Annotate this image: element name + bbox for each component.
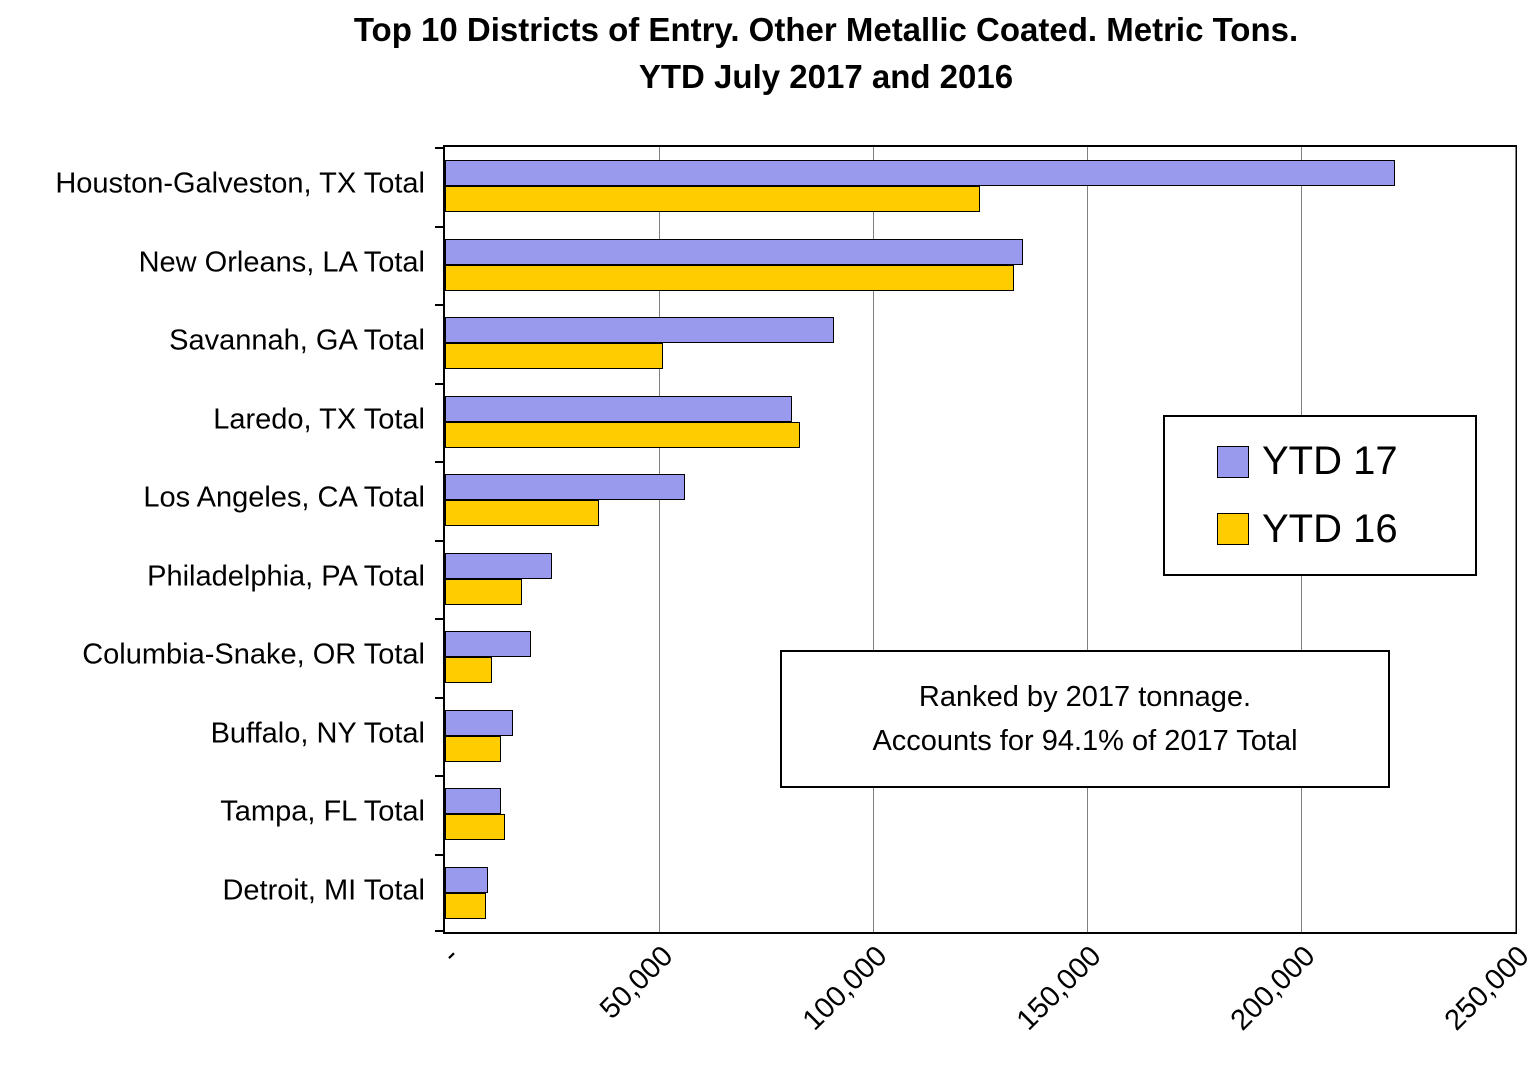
bar-ytd-16-row-9 — [445, 814, 505, 841]
bar-ytd-16-row-7 — [445, 657, 492, 684]
y-axis-tickmark — [435, 930, 445, 932]
chart-title-line1: Top 10 Districts of Entry. Other Metalli… — [353, 11, 1299, 48]
category-label: Los Angeles, CA Total — [143, 481, 425, 514]
y-axis-tickmark — [435, 304, 445, 306]
legend-entry-ytd-17: YTD 17 — [1217, 439, 1475, 484]
chart-title-line2: YTD July 2017 and 2016 — [638, 58, 1014, 95]
category-label: Tampa, FL Total — [220, 795, 425, 828]
category-label: New Orleans, LA Total — [138, 246, 425, 279]
gridline — [659, 147, 660, 932]
category-label: Philadelphia, PA Total — [147, 560, 425, 593]
y-axis-tickmark — [435, 696, 445, 699]
y-axis-tickmark — [435, 775, 445, 777]
bar-ytd-17-row-8 — [445, 709, 513, 736]
x-tick-label-text: 100,000 — [796, 940, 894, 1037]
y-axis-tickmark — [435, 539, 445, 542]
legend-swatch-ytd-16 — [1217, 513, 1249, 546]
category-label: Savannah, GA Total — [169, 324, 425, 357]
gridline — [1087, 147, 1088, 932]
bar-ytd-17-row-5 — [445, 474, 685, 501]
bar-ytd-16-row-4 — [445, 421, 800, 448]
annotation-box: Ranked by 2017 tonnage. Accounts for 94.… — [780, 650, 1390, 788]
category-axis-labels: Houston-Galveston, TX Total New Orleans, … — [0, 145, 433, 930]
annotation-line1: Ranked by 2017 tonnage. — [918, 681, 1252, 713]
bar-ytd-16-row-2 — [445, 264, 1014, 291]
y-axis-tickmark — [435, 382, 445, 385]
legend-entry-ytd-16: YTD 16 — [1217, 507, 1475, 552]
x-tick-label-text: 250,000 — [1438, 940, 1532, 1037]
gridline — [873, 147, 874, 932]
legend-label-ytd-16: YTD 16 — [1262, 506, 1398, 551]
y-axis-tickmark — [435, 618, 445, 620]
bar-ytd-16-row-6 — [445, 578, 522, 605]
legend-label-ytd-17: YTD 17 — [1262, 439, 1398, 484]
gridline — [1515, 147, 1516, 932]
annotation-line2: Accounts for 94.1% of 2017 Total — [872, 725, 1298, 757]
category-label: Detroit, MI Total — [222, 874, 425, 907]
y-axis-tickmark — [435, 461, 445, 463]
x-tick-label-text: 150,000 — [1010, 940, 1108, 1037]
bar-ytd-17-row-3 — [445, 317, 834, 344]
bar-ytd-17-row-6 — [445, 552, 552, 579]
x-tick-label-text: - — [436, 940, 466, 970]
bar-ytd-16-row-5 — [445, 500, 599, 527]
bar-ytd-17-row-10 — [445, 866, 488, 893]
category-label: Houston-Galveston, TX Total — [55, 167, 425, 200]
bar-ytd-17-row-2 — [445, 238, 1023, 265]
legend-swatch-ytd-17 — [1217, 445, 1249, 478]
y-axis-tickmark — [435, 147, 445, 149]
bar-ytd-17-row-1 — [445, 160, 1395, 187]
y-axis-tickmark — [435, 853, 445, 856]
category-label: Columbia-Snake, OR Total — [82, 638, 425, 671]
bar-ytd-17-row-4 — [445, 395, 792, 422]
bar-ytd-17-row-9 — [445, 788, 501, 815]
bar-ytd-16-row-10 — [445, 892, 486, 919]
x-tick-label-text: 200,000 — [1224, 940, 1322, 1037]
x-tick-label-text: 50,000 — [594, 940, 680, 1026]
bar-ytd-16-row-8 — [445, 735, 501, 762]
category-label: Laredo, TX Total — [213, 403, 425, 436]
x-axis-tick-labels: - 50,000 100,000 150,000 200,000 250,000 — [436, 940, 1532, 1080]
bar-ytd-16-row-3 — [445, 343, 663, 370]
bar-ytd-16-row-1 — [445, 186, 980, 213]
legend: YTD 17 YTD 16 — [1163, 415, 1477, 576]
chart-title: Top 10 Districts of Entry. Other Metalli… — [120, 6, 1532, 100]
y-axis-tickmark — [435, 225, 445, 228]
bar-ytd-17-row-7 — [445, 631, 531, 658]
category-label: Buffalo, NY Total — [210, 717, 425, 750]
